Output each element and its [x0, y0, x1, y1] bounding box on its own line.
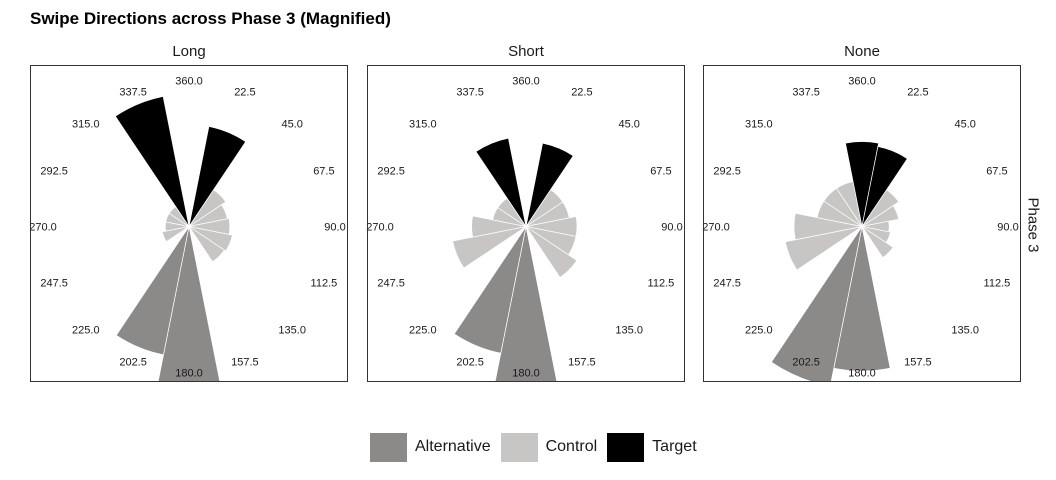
wedge-target-short-22_5 — [525, 142, 574, 227]
direction-tick-none-90_0: 90.0 — [997, 222, 1018, 234]
direction-tick-long-22_5: 22.5 — [234, 87, 255, 99]
direction-tick-none-225_0: 225.0 — [745, 325, 773, 337]
direction-tick-long-360_0: 360.0 — [175, 76, 203, 88]
direction-tick-short-180_0: 180.0 — [512, 368, 540, 380]
direction-tick-short-225_0: 225.0 — [409, 325, 437, 337]
direction-tick-short-360_0: 360.0 — [512, 76, 540, 88]
wedge-alternative-short-202_5 — [453, 226, 527, 354]
direction-tick-short-202_5: 202.5 — [456, 356, 484, 368]
direction-tick-none-202_5: 202.5 — [792, 356, 820, 368]
direction-tick-short-247_5: 247.5 — [377, 277, 405, 289]
direction-tick-short-337_5: 337.5 — [456, 87, 484, 99]
direction-tick-short-157_5: 157.5 — [568, 356, 596, 368]
direction-tick-none-45_0: 45.0 — [954, 118, 975, 130]
wedge-control-none-270 — [793, 212, 863, 241]
direction-tick-none-315_0: 315.0 — [745, 118, 773, 130]
wedge-control-none-135 — [861, 226, 894, 259]
direction-tick-short-112_5: 112.5 — [648, 277, 675, 289]
wedge-control-none-67_5 — [861, 205, 900, 227]
wedge-control-short-135 — [525, 226, 578, 278]
direction-tick-long-90_0: 90.0 — [324, 222, 345, 234]
direction-tick-short-135_0: 135.0 — [615, 325, 643, 337]
legend-key-target — [607, 432, 645, 462]
wedge-control-long-112_5 — [188, 226, 233, 252]
direction-tick-none-180_0: 180.0 — [848, 368, 876, 380]
panel-short: 360.0 22.5 45.0 67.5 90.0 112.5 135.0 157.5 180.… — [366, 65, 685, 382]
panel-none: 360.0 22.5 45.0 67.5 90.0 112.5 135.0 157.5 180.… — [702, 65, 1021, 382]
wedge-control-long-247_5 — [161, 226, 190, 243]
direction-tick-none-22_5: 22.5 — [907, 87, 928, 99]
panel-border-short — [367, 65, 685, 382]
chart-title: Swipe Directions across Phase 3 (Magnifi… — [30, 9, 391, 28]
legend-item-target: Target — [607, 432, 697, 462]
wedge-alternative-long-202_5 — [115, 226, 190, 356]
direction-tick-long-292_5: 292.5 — [40, 166, 68, 178]
direction-tick-long-45_0: 45.0 — [281, 118, 302, 130]
wedge-target-long-337_5 — [114, 96, 190, 227]
wedge-control-short-247_5 — [452, 226, 527, 269]
wedge-control-none-247_5 — [784, 226, 863, 271]
direction-tick-short-45_0: 45.0 — [618, 118, 639, 130]
direction-tick-long-67_5: 67.5 — [313, 166, 334, 178]
legend-label-control: Control — [545, 438, 598, 455]
direction-tick-none-337_5: 337.5 — [792, 87, 820, 99]
direction-tick-short-292_5: 292.5 — [377, 166, 405, 178]
legend-item-alternative: Alternative — [370, 432, 491, 462]
direction-tick-none-67_5: 67.5 — [986, 166, 1007, 178]
legend: Alternative Control Target — [370, 432, 707, 462]
direction-tick-long-337_5: 337.5 — [119, 87, 147, 99]
direction-tick-short-315_0: 315.0 — [409, 118, 437, 130]
panel-long: 360.0 22.5 45.0 67.5 90.0 112.5 135.0 157.5 180.… — [29, 65, 348, 382]
direction-tick-long-225_0: 225.0 — [72, 325, 100, 337]
direction-tick-none-157_5: 157.5 — [904, 356, 932, 368]
direction-tick-long-270_0: 270.0 — [29, 222, 57, 234]
wedge-alternative-short-180 — [494, 226, 558, 382]
legend-item-control: Control — [500, 432, 598, 462]
wedge-control-long-135 — [188, 226, 225, 263]
direction-tick-long-315_0: 315.0 — [72, 118, 100, 130]
direction-tick-short-90_0: 90.0 — [661, 222, 682, 234]
direction-tick-long-180_0: 180.0 — [175, 368, 203, 380]
facet-label-none: None — [844, 43, 880, 60]
wedge-target-short-337_5 — [475, 137, 527, 227]
panel-border-long — [30, 65, 348, 382]
wedge-target-long-22_5 — [188, 126, 247, 227]
direction-tick-long-112_5: 112.5 — [311, 277, 338, 289]
direction-tick-short-22_5: 22.5 — [571, 87, 592, 99]
direction-tick-none-360_0: 360.0 — [848, 76, 876, 88]
direction-tick-long-157_5: 157.5 — [231, 356, 259, 368]
direction-tick-short-67_5: 67.5 — [650, 166, 671, 178]
legend-key-control — [500, 432, 538, 462]
direction-tick-none-247_5: 247.5 — [713, 277, 741, 289]
direction-tick-long-247_5: 247.5 — [40, 277, 68, 289]
legend-key-alternative — [370, 432, 407, 462]
direction-tick-long-202_5: 202.5 — [119, 356, 147, 368]
direction-tick-short-270_0: 270.0 — [366, 222, 394, 234]
direction-tick-none-135_0: 135.0 — [951, 325, 979, 337]
wedge-target-none-0 — [845, 141, 879, 227]
direction-tick-none-292_5: 292.5 — [713, 166, 741, 178]
direction-tick-none-112_5: 112.5 — [984, 277, 1011, 289]
direction-tick-long-135_0: 135.0 — [278, 325, 306, 337]
facet-label-long: Long — [172, 43, 206, 60]
facet-label-short: Short — [508, 43, 544, 60]
wedge-target-none-22_5 — [861, 146, 908, 227]
wedge-control-short-270 — [471, 215, 527, 238]
panel-border-none — [703, 65, 1021, 382]
legend-label-target: Target — [652, 438, 697, 455]
wedge-alternative-none-202_5 — [770, 226, 863, 382]
direction-tick-none-270_0: 270.0 — [702, 222, 730, 234]
legend-label-alternative: Alternative — [415, 438, 491, 455]
